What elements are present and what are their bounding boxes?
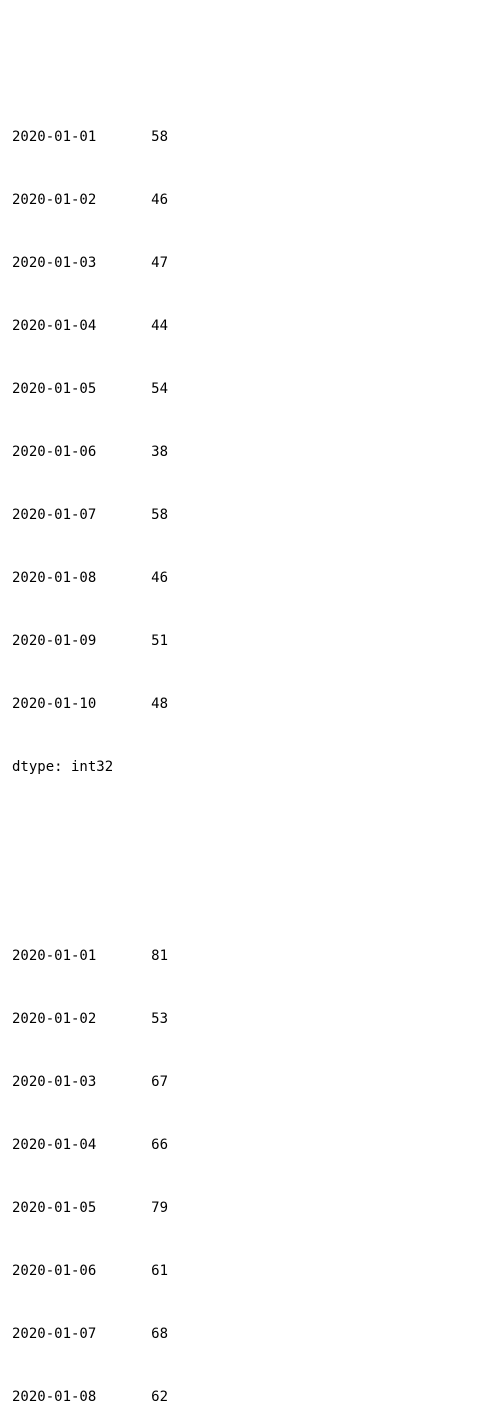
row-value: 46 (151, 192, 168, 208)
series-row: 2020-01-03 47 (12, 253, 168, 274)
row-index: 2020-01-01 (12, 129, 97, 145)
row-index: 2020-01-04 (12, 318, 97, 334)
row-index: 2020-01-05 (12, 381, 97, 397)
row-index: 2020-01-05 (12, 1200, 97, 1216)
row-value: 61 (151, 1263, 168, 1279)
console-output: 2020-01-01 58 2020-01-02 46 2020-01-03 47 2… (12, 1, 168, 1402)
row-index: 2020-01-02 (12, 1011, 97, 1027)
row-index: 2020-01-01 (12, 948, 97, 964)
series-row: 2020-01-08 62 (12, 1387, 168, 1402)
series-row: 2020-01-06 61 (12, 1261, 168, 1282)
row-value: 44 (151, 318, 168, 334)
row-value: 81 (151, 948, 168, 964)
series-row: 2020-01-04 66 (12, 1135, 168, 1156)
row-index: 2020-01-02 (12, 192, 97, 208)
series-block: 2020-01-01 58 2020-01-02 46 2020-01-03 47 2… (12, 85, 168, 820)
series-row: 2020-01-05 54 (12, 379, 168, 400)
series-row: 2020-01-05 79 (12, 1198, 168, 1219)
series-row: 2020-01-10 48 (12, 694, 168, 715)
row-index: 2020-01-08 (12, 570, 97, 586)
row-value: 38 (151, 444, 168, 460)
row-value: 68 (151, 1326, 168, 1342)
row-value: 67 (151, 1074, 168, 1090)
series-row: 2020-01-01 81 (12, 946, 168, 967)
row-index: 2020-01-10 (12, 696, 97, 712)
series-row: 2020-01-06 38 (12, 442, 168, 463)
row-index: 2020-01-06 (12, 1263, 97, 1279)
series-row: 2020-01-04 44 (12, 316, 168, 337)
dtype-line: dtype: int32 (12, 759, 114, 775)
row-value: 58 (151, 129, 168, 145)
row-value: 54 (151, 381, 168, 397)
series-block: 2020-01-01 81 2020-01-02 53 2020-01-03 67 2… (12, 904, 168, 1402)
row-index: 2020-01-07 (12, 507, 97, 523)
row-index: 2020-01-07 (12, 1326, 97, 1342)
row-index: 2020-01-08 (12, 1389, 97, 1402)
row-value: 47 (151, 255, 168, 271)
row-value: 46 (151, 570, 168, 586)
series-row: 2020-01-02 53 (12, 1009, 168, 1030)
row-index: 2020-01-09 (12, 633, 97, 649)
series-row: 2020-01-02 46 (12, 190, 168, 211)
row-index: 2020-01-03 (12, 255, 97, 271)
row-value: 51 (151, 633, 168, 649)
series-row: 2020-01-07 58 (12, 505, 168, 526)
row-value: 53 (151, 1011, 168, 1027)
series-row: 2020-01-07 68 (12, 1324, 168, 1345)
row-index: 2020-01-06 (12, 444, 97, 460)
row-value: 62 (151, 1389, 168, 1402)
series-row: 2020-01-03 67 (12, 1072, 168, 1093)
row-value: 58 (151, 507, 168, 523)
series-row: 2020-01-08 46 (12, 568, 168, 589)
row-value: 48 (151, 696, 168, 712)
series-row: 2020-01-09 51 (12, 631, 168, 652)
row-index: 2020-01-03 (12, 1074, 97, 1090)
series-row: 2020-01-01 58 (12, 127, 168, 148)
row-value: 79 (151, 1200, 168, 1216)
row-index: 2020-01-04 (12, 1137, 97, 1153)
row-value: 66 (151, 1137, 168, 1153)
